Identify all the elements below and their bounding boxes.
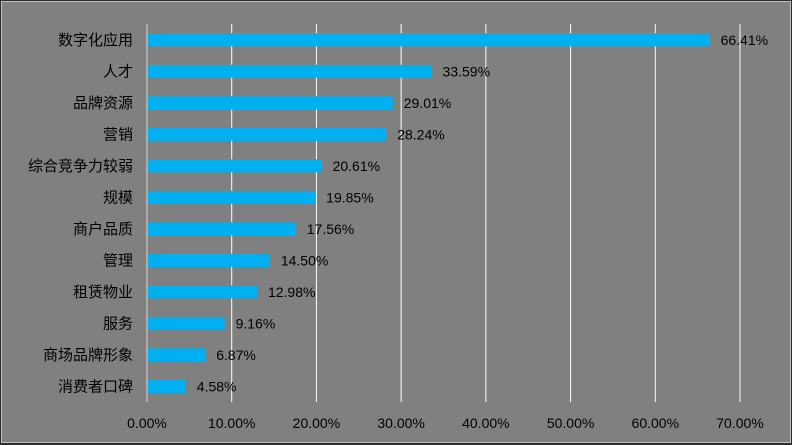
x-tick-label: 10.00% <box>208 415 255 431</box>
category-label: 品牌资源 <box>73 95 133 112</box>
category-label: 规模 <box>103 189 133 206</box>
category-label: 营销 <box>103 126 133 143</box>
category-label: 商场品牌形象 <box>43 347 133 364</box>
value-label: 17.56% <box>307 221 354 237</box>
x-tick-label: 70.00% <box>716 415 763 431</box>
bar-4 <box>148 159 322 173</box>
bar-8 <box>148 285 257 299</box>
category-label: 管理 <box>103 252 133 269</box>
bar-11 <box>148 379 186 393</box>
value-label: 9.16% <box>236 315 276 331</box>
x-tick-label: 30.00% <box>377 415 424 431</box>
value-label: 19.85% <box>326 189 373 205</box>
x-tick-label: 60.00% <box>632 415 679 431</box>
labels: 0.00% 10.00% 20.00% 30.00% 40.00% 50.00% 60.00… <box>28 31 768 431</box>
category-label: 租赁物业 <box>73 284 133 301</box>
bars <box>148 33 710 393</box>
category-label: 服务 <box>103 315 133 332</box>
bar-3 <box>148 127 387 141</box>
bar-2 <box>148 96 393 110</box>
x-tick-label: 0.00% <box>127 415 167 431</box>
category-label: 数字化应用 <box>58 31 133 49</box>
bar-9 <box>148 316 225 330</box>
value-label: 66.41% <box>721 32 768 48</box>
bar-1 <box>148 64 432 78</box>
value-label: 6.87% <box>216 347 256 363</box>
x-tick-label: 40.00% <box>462 415 509 431</box>
x-tick-label: 20.00% <box>293 415 340 431</box>
value-label: 29.01% <box>404 95 451 111</box>
category-label: 消费者口碑 <box>58 378 133 395</box>
bar-10 <box>148 348 206 362</box>
bar-5 <box>148 190 316 204</box>
bar-7 <box>148 253 270 267</box>
value-label: 20.61% <box>333 158 380 174</box>
category-label: 商户品质 <box>73 221 133 238</box>
gridlines <box>146 24 741 402</box>
bar-6 <box>148 222 296 236</box>
category-label: 人才 <box>103 63 133 80</box>
value-label: 4.58% <box>197 378 237 394</box>
value-label: 12.98% <box>268 284 315 300</box>
bar-0 <box>148 33 710 47</box>
category-label: 综合竞争力较弱 <box>28 157 133 175</box>
value-label: 14.50% <box>281 252 328 268</box>
x-tick-label: 50.00% <box>547 415 594 431</box>
value-label: 33.59% <box>443 63 490 79</box>
value-label: 28.24% <box>397 126 444 142</box>
